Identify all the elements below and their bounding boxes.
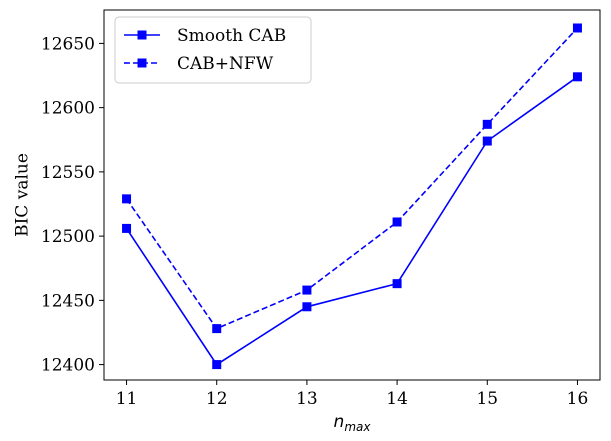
data-point-cab-nfw <box>302 285 312 295</box>
legend-box <box>114 16 312 84</box>
x-axis-label-main: n <box>334 412 345 432</box>
data-point-cab-nfw <box>122 194 132 204</box>
data-point-cab-nfw <box>572 23 582 33</box>
x-tick-label: 15 <box>476 389 498 409</box>
y-tick-label: 12650 <box>41 34 95 54</box>
data-point-cab-nfw <box>212 324 222 334</box>
plot-frame <box>103 9 601 381</box>
x-axis: 11 12 13 14 15 16 <box>116 380 589 409</box>
x-axis-label-subscript: max <box>344 420 371 434</box>
data-point-smooth-cab <box>572 72 582 82</box>
x-tick-label: 14 <box>386 389 408 409</box>
y-tick-label: 12400 <box>41 356 95 376</box>
data-point-smooth-cab <box>392 279 402 289</box>
legend-marker-cab-nfw <box>137 58 147 68</box>
legend-label-cab-nfw: CAB+NFW <box>177 54 274 74</box>
y-tick-label: 12600 <box>41 99 95 119</box>
data-point-smooth-cab <box>122 223 132 233</box>
legend: Smooth CAB CAB+NFW <box>114 16 312 84</box>
data-point-cab-nfw <box>392 217 402 227</box>
y-tick-label: 12550 <box>41 163 95 183</box>
legend-label-smooth-cab: Smooth CAB <box>177 26 286 46</box>
data-point-smooth-cab <box>482 136 492 146</box>
y-axis: 12400 12450 12500 12550 12600 12650 <box>41 34 104 376</box>
y-axis-label: BIC value <box>13 153 33 237</box>
legend-marker-smooth-cab <box>137 30 147 40</box>
series-layer <box>122 23 582 370</box>
x-tick-label: 16 <box>567 389 589 409</box>
data-point-smooth-cab <box>212 360 222 370</box>
data-point-cab-nfw <box>482 119 492 129</box>
y-tick-label: 12500 <box>41 227 95 247</box>
x-tick-label: 13 <box>296 389 318 409</box>
series-line-smooth-cab <box>125 76 578 366</box>
x-tick-label: 12 <box>206 389 228 409</box>
y-tick-label: 12450 <box>41 291 95 311</box>
x-tick-label: 11 <box>116 389 138 409</box>
data-point-smooth-cab <box>302 302 312 312</box>
series-line-cab-nfw <box>125 27 579 330</box>
x-axis-label: nmax <box>334 412 372 434</box>
